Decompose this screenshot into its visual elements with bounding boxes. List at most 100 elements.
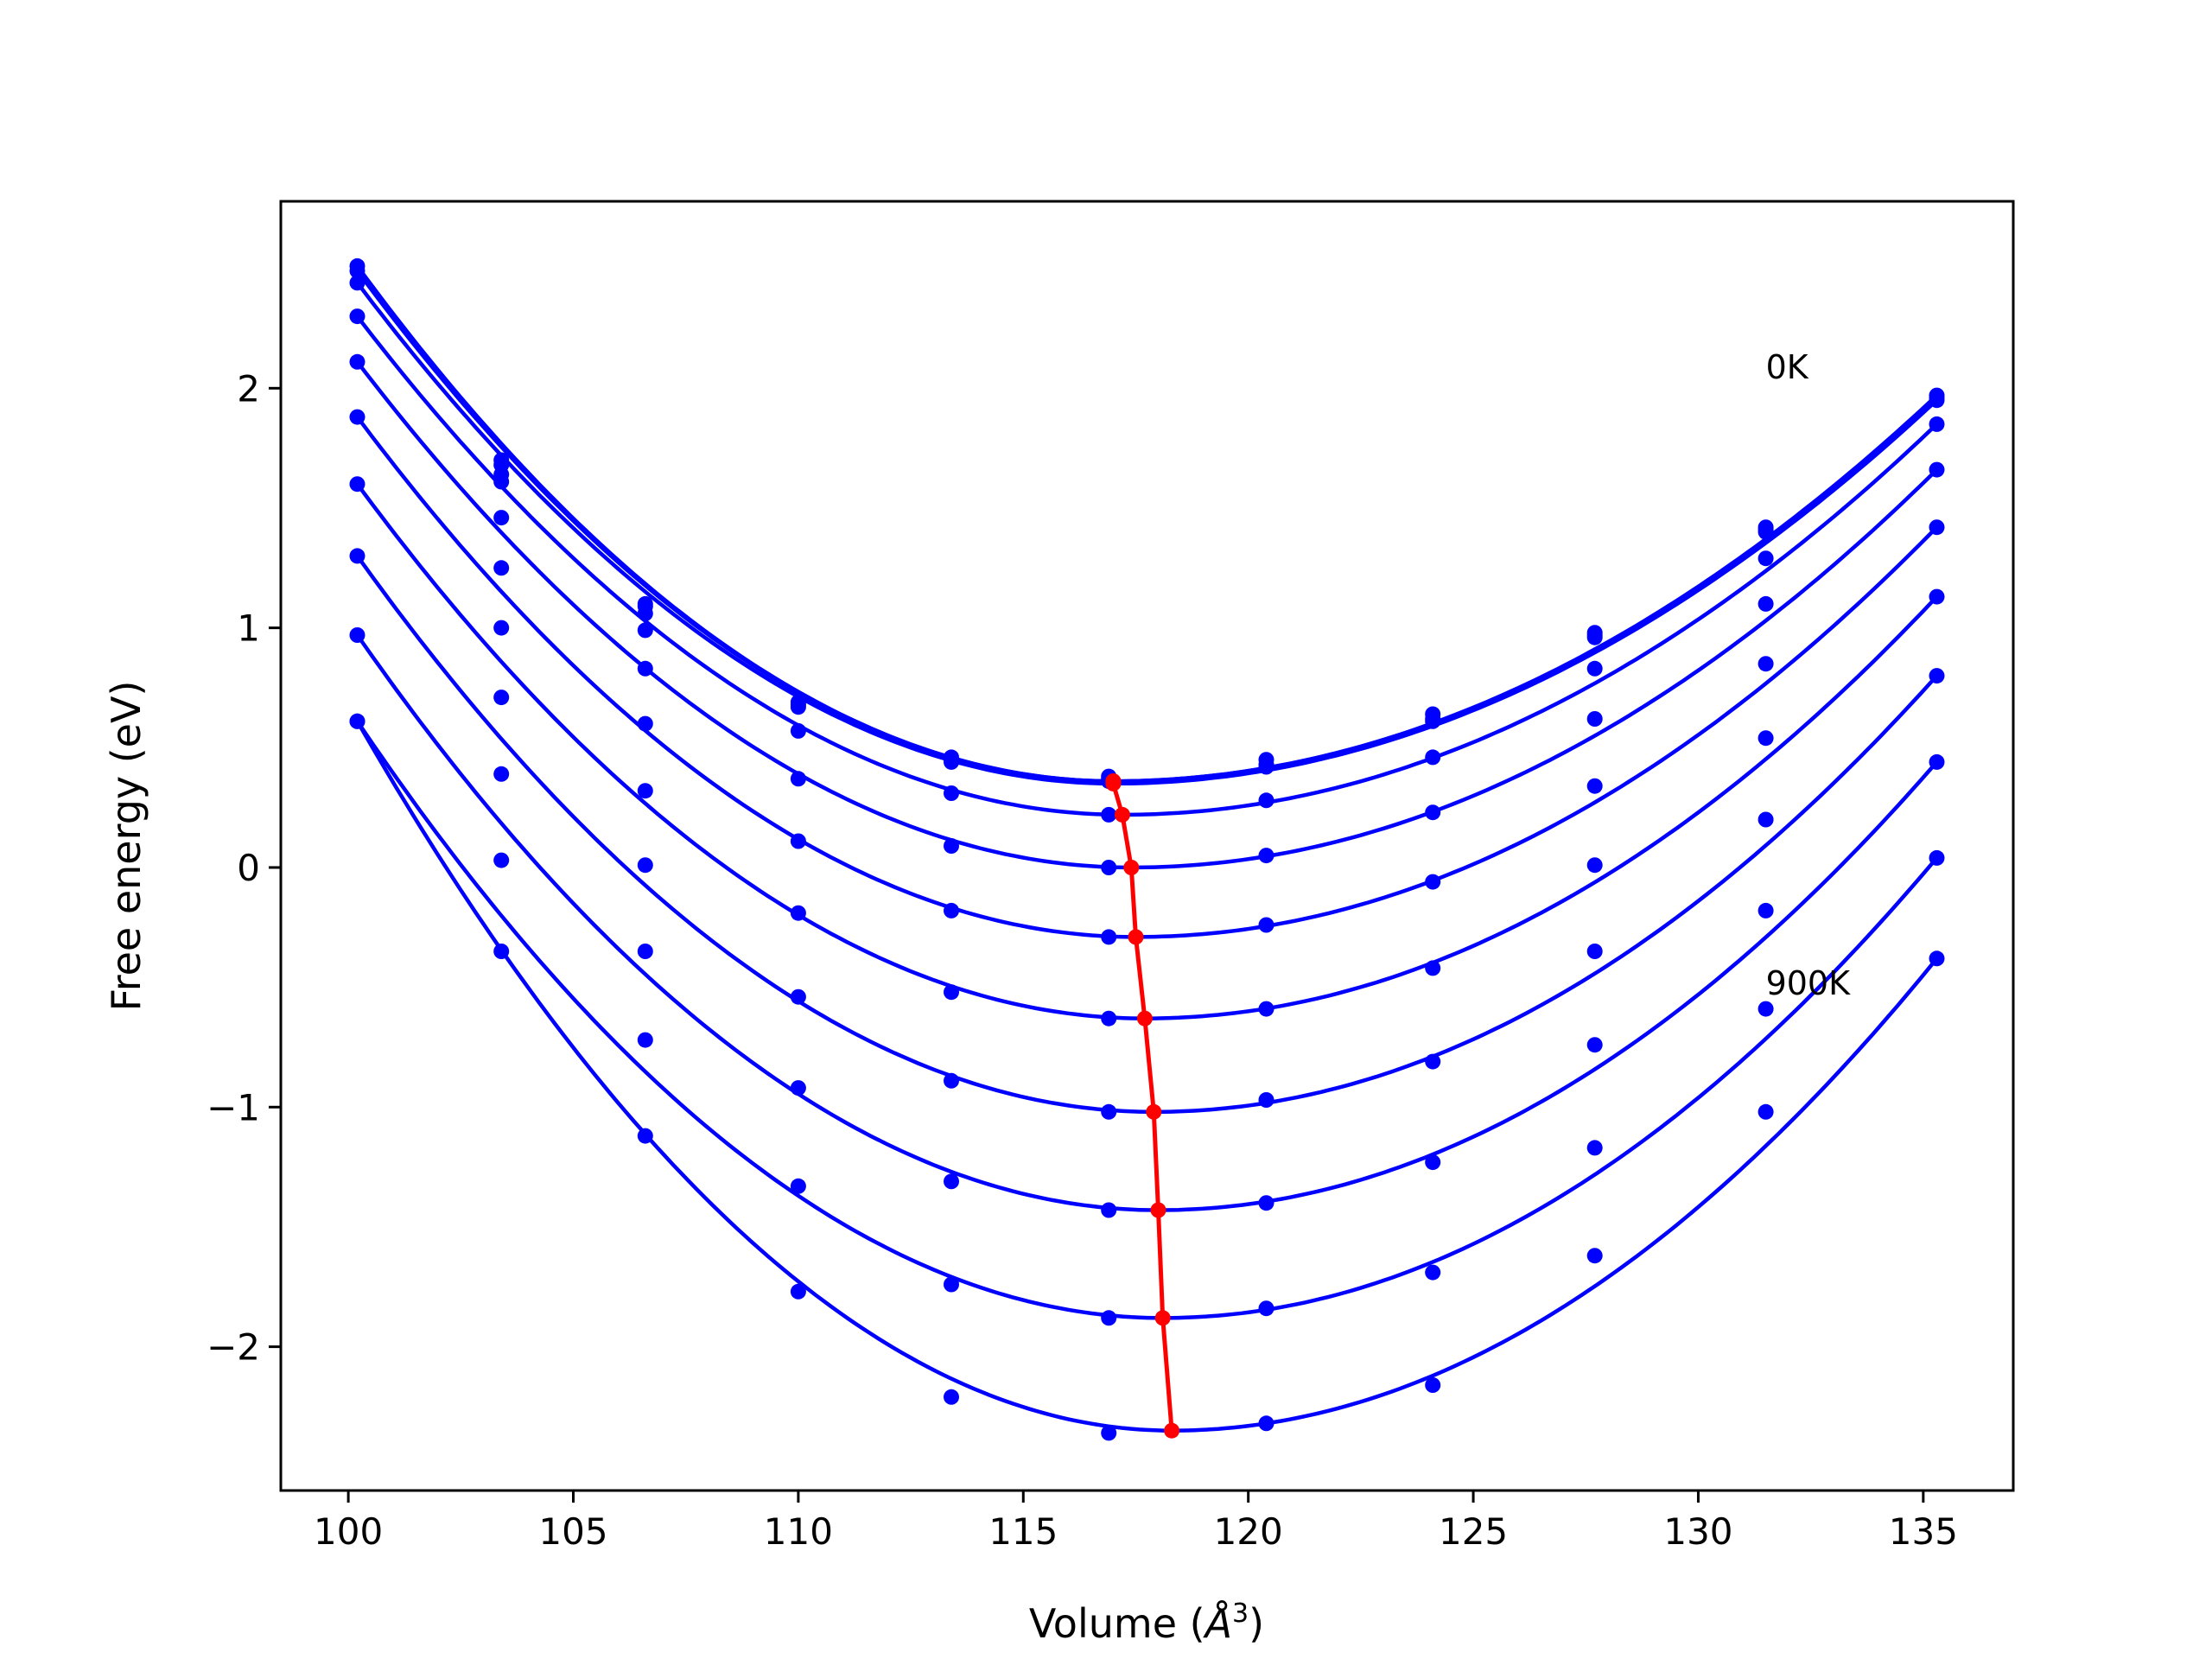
label-0k: 0K — [1766, 348, 1809, 386]
data-point — [493, 620, 510, 636]
data-point — [637, 715, 653, 732]
data-point — [637, 783, 653, 799]
fit-curve — [355, 360, 1939, 870]
data-point — [1425, 713, 1441, 729]
data-point — [1101, 860, 1117, 875]
y-tick-label: −1 — [207, 1086, 260, 1128]
y-axis-label: Free energy (eV) — [103, 681, 149, 1012]
data-point — [1258, 1300, 1274, 1317]
x-tick-label: 105 — [538, 1510, 607, 1553]
data-point — [1586, 660, 1603, 677]
data-point — [790, 699, 806, 715]
data-point — [1425, 1154, 1441, 1171]
data-point — [790, 771, 806, 787]
fit-curve — [355, 633, 1939, 1212]
data-point — [493, 690, 510, 706]
data-point — [1929, 392, 1945, 409]
y-tick-label: −2 — [207, 1326, 260, 1369]
data-point — [790, 1283, 806, 1300]
data-point — [1101, 806, 1117, 823]
minimum-point — [1146, 1103, 1162, 1120]
data-point — [349, 353, 365, 370]
data-point — [1929, 519, 1945, 536]
data-point — [637, 1032, 653, 1048]
data-point — [1758, 730, 1774, 747]
minimum-point — [1114, 806, 1130, 823]
data-point — [1258, 917, 1274, 933]
x-tick-label: 125 — [1439, 1510, 1508, 1553]
fit-curve — [355, 281, 1939, 786]
fit-curve — [355, 720, 1939, 1320]
data-point — [1425, 804, 1441, 821]
data-point — [1101, 1010, 1117, 1027]
data-point — [1258, 792, 1274, 809]
minimum-point — [1128, 929, 1144, 945]
data-point — [1425, 1377, 1441, 1393]
data-point — [493, 560, 510, 576]
data-point — [1929, 588, 1945, 605]
data-point — [637, 944, 653, 959]
data-point — [637, 606, 653, 621]
data-point — [493, 852, 510, 868]
minimum-point — [1164, 1422, 1180, 1439]
data-point — [1101, 1202, 1117, 1218]
minimum-trace — [1105, 773, 1180, 1439]
data-point — [349, 275, 365, 291]
data-point — [944, 1072, 959, 1089]
data-point — [1101, 1103, 1117, 1120]
label-900k: 900K — [1766, 964, 1852, 1002]
data-point — [1758, 524, 1774, 540]
fit-curve — [355, 416, 1939, 939]
data-point — [1101, 929, 1117, 945]
y-tick-label: 1 — [237, 607, 260, 650]
y-tick-label: 0 — [237, 847, 260, 889]
data-point — [1758, 1001, 1774, 1017]
data-point — [1258, 759, 1274, 775]
data-point — [349, 308, 365, 325]
data-point — [637, 857, 653, 874]
data-point — [1929, 849, 1945, 866]
y-tick-label: 2 — [237, 367, 260, 410]
x-axis-label: Volume (Å3) — [1029, 1599, 1264, 1647]
data-point — [944, 753, 959, 770]
data-point — [1258, 1195, 1274, 1211]
data-point — [790, 1178, 806, 1194]
data-point — [790, 1080, 806, 1096]
data-point — [1586, 1140, 1603, 1156]
data-point — [1586, 629, 1603, 645]
data-point — [1258, 1415, 1274, 1432]
temperature-annotations: 0K 900K — [1766, 348, 1852, 1002]
fit-curve — [355, 720, 1939, 1433]
data-point — [637, 622, 653, 639]
data-point — [1425, 874, 1441, 890]
x-tick-label: 100 — [314, 1510, 383, 1553]
data-point — [944, 902, 959, 918]
data-point — [349, 713, 365, 729]
data-point — [1758, 902, 1774, 918]
data-point — [944, 1173, 959, 1190]
data-point — [493, 944, 510, 959]
minimum-point — [1136, 1010, 1153, 1027]
data-point — [349, 263, 365, 279]
x-tick-label: 135 — [1889, 1510, 1958, 1553]
data-point — [493, 474, 510, 490]
x-axis-ticks: 100 105 110 115 120 125 130 135 — [314, 1491, 1958, 1553]
data-point — [1758, 656, 1774, 672]
data-point — [349, 627, 365, 643]
data-point — [1586, 944, 1603, 959]
data-point — [944, 838, 959, 854]
data-point — [349, 409, 365, 425]
data-points — [349, 257, 1945, 1441]
data-point — [790, 905, 806, 921]
x-tick-label: 115 — [988, 1510, 1058, 1553]
data-point — [1929, 416, 1945, 432]
data-point — [1101, 1310, 1117, 1326]
data-point — [1258, 848, 1274, 864]
data-point — [790, 988, 806, 1005]
data-point — [1758, 550, 1774, 567]
data-point — [349, 548, 365, 564]
data-point — [944, 1389, 959, 1405]
data-point — [1425, 960, 1441, 976]
x-tick-label: 110 — [764, 1510, 833, 1553]
data-point — [1258, 1092, 1274, 1108]
